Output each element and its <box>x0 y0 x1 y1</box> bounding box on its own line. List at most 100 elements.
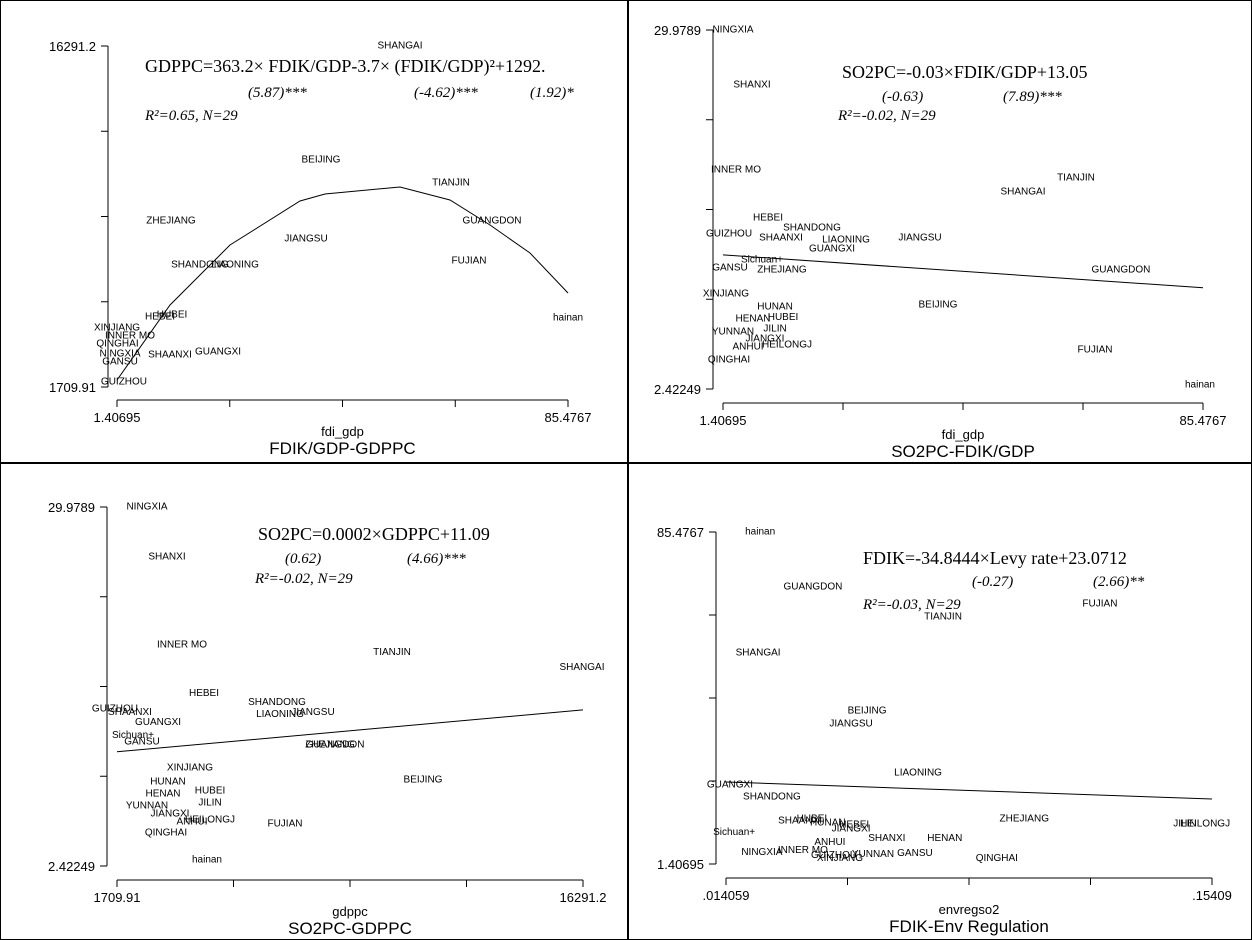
point-label: BEIJING <box>919 300 958 311</box>
point-label: BEIJING <box>302 155 341 166</box>
point-label: NINGXIA <box>741 847 782 858</box>
point-label: ANHUI <box>814 837 845 848</box>
point-label: GUIZHOU <box>811 850 857 861</box>
subtitle: FDIK/GDP-GDPPC <box>269 439 415 458</box>
t-stat: (5.87)*** <box>248 85 307 101</box>
point-label: HENAN <box>927 833 962 844</box>
point-label: TIANJIN <box>373 647 411 658</box>
y-tick-label: 16291.2 <box>49 39 96 54</box>
fit-line <box>116 186 569 381</box>
point-label: ANHUI <box>176 817 207 828</box>
point-label: HEILONGJ <box>185 815 235 826</box>
point-label: JIANGXI <box>151 809 190 820</box>
point-label: HEBEI <box>189 688 219 699</box>
point-label: GUANGXI <box>809 244 855 255</box>
point-label: TIANJIN <box>432 178 470 189</box>
point-label: HUNAN <box>810 818 846 829</box>
point-label: GANSU <box>124 737 160 748</box>
equation: GDPPC=363.2× FDIK/GDP-3.7× (FDIK/GDP)²+1… <box>145 56 546 77</box>
x-tick-label: 85.4767 <box>545 410 592 425</box>
point-label: GUIZHOU <box>101 377 147 388</box>
equation: FDIK=-34.8444×Levy rate+23.0712 <box>863 548 1127 568</box>
point-label: GUANGDON <box>1092 264 1151 275</box>
point-label: LIAONING <box>894 768 942 779</box>
point-label: SHANXI <box>868 833 905 844</box>
point-label: HUNAN <box>150 777 186 788</box>
point-label: INNER MO <box>157 640 207 651</box>
point-label: HUBEI <box>797 814 828 825</box>
y-tick-label: 2.42249 <box>654 382 701 397</box>
point-label: FUJIAN <box>1077 345 1112 356</box>
point-label: YUNNAN <box>712 327 754 338</box>
point-label: GANSU <box>897 848 933 859</box>
point-label: HUNAN <box>757 302 793 313</box>
r-squared: R²=-0.02, N=29 <box>254 571 353 587</box>
fit-line <box>116 709 584 753</box>
point-label: JILIN <box>763 324 786 335</box>
point-label: QINGHAI <box>96 339 138 350</box>
x-tick-label: 85.4767 <box>1180 413 1227 428</box>
point-label: Sichuan+ <box>713 827 755 838</box>
point-label: HUBEI <box>195 786 226 797</box>
subtitle: SO2PC-FDIK/GDP <box>891 442 1035 461</box>
x-axis-label: gdppc <box>332 904 368 919</box>
point-label: SHANGAI <box>736 648 781 659</box>
point-label: FUJIAN <box>1082 599 1117 610</box>
point-label: GUANGXI <box>135 717 181 728</box>
x-tick-label: .014059 <box>703 888 750 903</box>
point-label: SHANDONG <box>171 260 229 271</box>
point-label: JILIN <box>198 798 221 809</box>
point-label: XINJIANG <box>167 763 213 774</box>
point-label: SHAANXI <box>759 233 803 244</box>
point-label: JIANGXI <box>832 824 871 835</box>
point-label: INNER MO <box>105 331 155 342</box>
point-label: GUANGDON <box>463 216 522 227</box>
point-label: hainan <box>192 855 222 866</box>
point-label: GANSU <box>102 357 138 368</box>
point-label: BEIJING <box>404 775 443 786</box>
point-label: hainan <box>1185 380 1215 391</box>
point-label: HEBEI <box>145 312 175 323</box>
point-label: LIAONING <box>822 235 870 246</box>
point-label: hainan <box>745 527 775 538</box>
y-tick-label: 1709.91 <box>49 380 96 395</box>
point-label: FUJIAN <box>267 819 302 830</box>
point-label: TIANJIN <box>924 612 962 623</box>
point-label: SHANDONG <box>248 697 306 708</box>
point-label: Sichuan+ <box>741 255 783 266</box>
point-label: ANHUI <box>732 342 763 353</box>
y-tick-label: 29.9789 <box>48 500 95 515</box>
point-label: SHANXI <box>733 80 770 91</box>
point-label: SHANDONG <box>743 792 801 803</box>
point-label: NINGXIA <box>126 502 167 513</box>
point-label: JIANGSU <box>284 234 327 245</box>
x-tick-label: .15409 <box>1192 888 1232 903</box>
point-label: GUANGDON <box>783 582 842 593</box>
point-label: ZHEJIANG <box>757 264 807 275</box>
r-squared: R²=0.65, N=29 <box>144 108 238 124</box>
point-label: TIANJIN <box>1057 173 1095 184</box>
point-label: XINJIANG <box>703 289 749 300</box>
point-label: Sichuan+ <box>112 730 154 741</box>
point-label: QINGHAI <box>708 355 750 366</box>
x-axis-label: fdi_gdp <box>321 424 364 439</box>
t-stat: (4.66)*** <box>407 551 466 567</box>
r-squared: R²=-0.02, N=29 <box>837 108 936 124</box>
t-stat: (1.92)* <box>530 85 574 101</box>
point-label: GANSU <box>712 263 748 274</box>
fit-line <box>725 781 1213 800</box>
point-label: BEIJING <box>848 706 887 717</box>
fit-line <box>722 254 1204 289</box>
point-label: HUBEI <box>157 310 188 321</box>
y-tick-label: 1.40695 <box>657 857 704 872</box>
point-label: SHANXI <box>148 552 185 563</box>
t-stat: (7.89)*** <box>1003 89 1062 105</box>
equation: SO2PC=-0.03×FDIK/GDP+13.05 <box>842 62 1088 82</box>
point-label: HEILONGJ <box>762 340 812 351</box>
point-label: JIANGSU <box>291 707 334 718</box>
point-label: HEILONGJ <box>1180 819 1230 830</box>
point-label: HENAN <box>145 789 180 800</box>
point-label: ZHEJIANG <box>1000 814 1050 825</box>
